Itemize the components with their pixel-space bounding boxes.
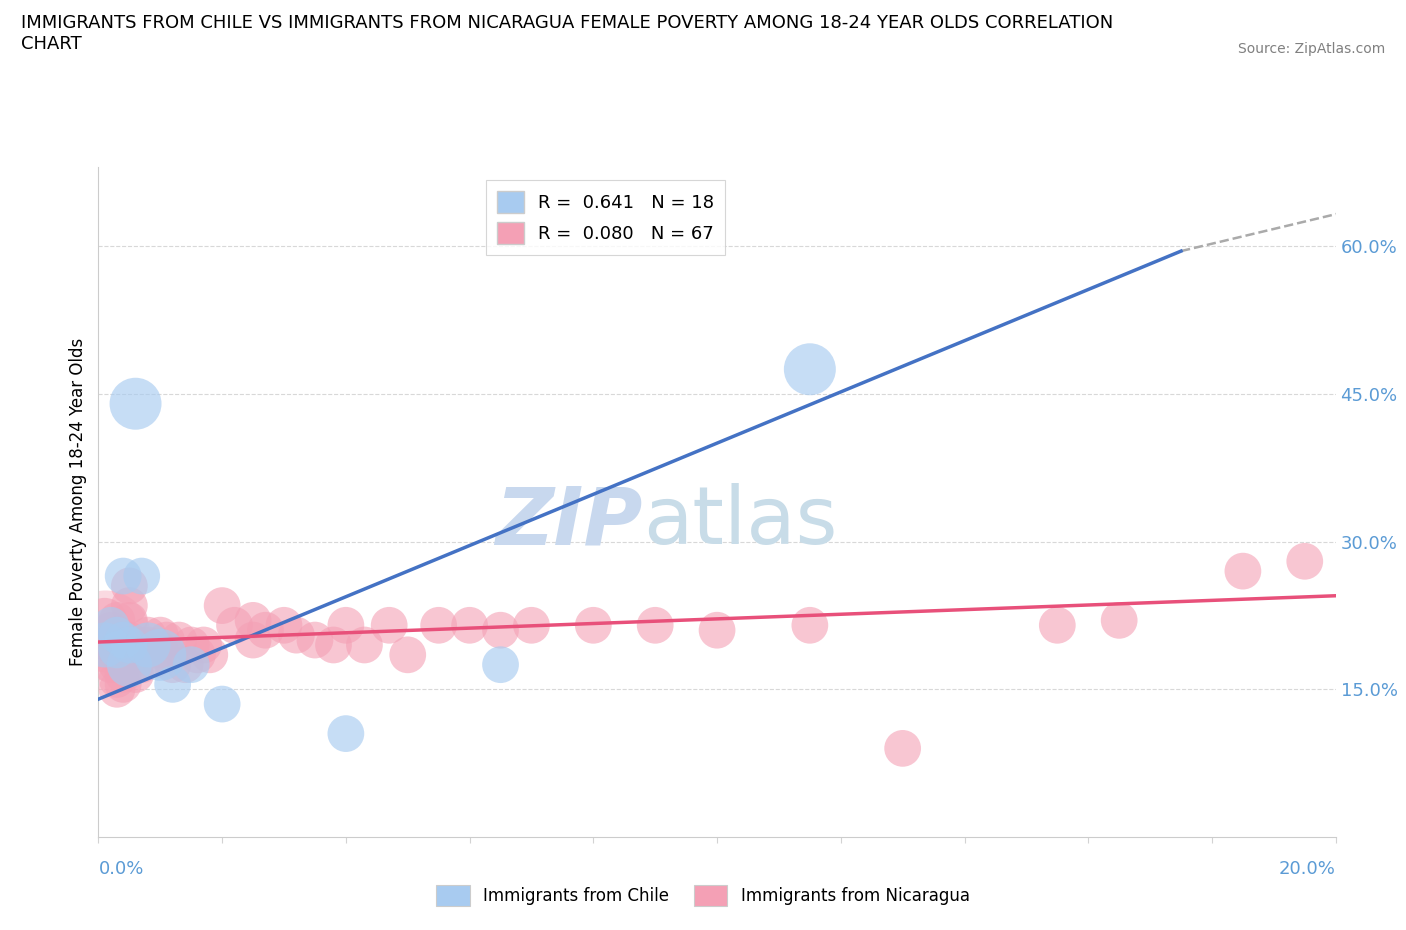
Point [136,638,159,653]
Point [105,643,128,658]
Point [100,618,122,632]
Point [458,618,481,632]
Point [1108,613,1130,628]
Point [93,628,115,643]
Point [124,396,146,411]
Point [118,632,141,647]
Point [149,643,172,658]
Point [112,638,135,653]
Point [118,643,141,658]
Point [131,658,153,672]
Point [112,677,135,692]
Point [105,628,128,643]
Point [136,638,159,653]
Point [124,647,146,662]
Point [353,638,375,653]
Point [335,726,357,741]
Point [100,658,122,672]
Point [167,632,190,647]
Point [242,632,264,647]
Point [93,638,115,653]
Text: Source: ZipAtlas.com: Source: ZipAtlas.com [1237,42,1385,56]
Text: ZIP: ZIP [495,484,643,562]
Point [93,613,115,628]
Point [224,618,246,632]
Point [131,638,153,653]
Text: 20.0%: 20.0% [1279,860,1336,878]
Point [162,677,184,692]
Point [180,638,202,653]
Point [136,628,159,643]
Point [582,618,605,632]
Point [285,628,308,643]
Point [118,638,141,653]
Point [100,623,122,638]
Point [105,682,128,697]
Point [211,598,233,613]
Point [105,647,128,662]
Point [155,632,177,647]
Point [1046,618,1069,632]
Point [131,568,153,583]
Point [105,658,128,672]
Point [242,613,264,628]
Point [644,618,666,632]
Point [335,618,357,632]
Text: 0.0%: 0.0% [98,860,143,878]
Legend: R =  0.641   N = 18, R =  0.080   N = 67: R = 0.641 N = 18, R = 0.080 N = 67 [486,179,725,255]
Text: IMMIGRANTS FROM CHILE VS IMMIGRANTS FROM NICARAGUA FEMALE POVERTY AMONG 18-24 YE: IMMIGRANTS FROM CHILE VS IMMIGRANTS FROM… [21,14,1114,53]
Point [180,658,202,672]
Point [254,623,277,638]
Y-axis label: Female Poverty Among 18-24 Year Olds: Female Poverty Among 18-24 Year Olds [69,339,87,666]
Point [174,658,197,672]
Point [211,697,233,711]
Point [162,658,184,672]
Point [186,647,208,662]
Point [273,618,295,632]
Point [149,628,172,643]
Point [112,667,135,682]
Point [489,623,512,638]
Point [799,618,821,632]
Point [149,647,172,662]
Point [193,638,215,653]
Point [396,647,419,662]
Point [198,647,221,662]
Point [706,623,728,638]
Point [1232,564,1254,578]
Point [105,628,128,643]
Point [105,638,128,653]
Point [112,632,135,647]
Point [891,741,914,756]
Point [112,658,135,672]
Point [322,638,344,653]
Point [118,613,141,628]
Point [489,658,512,672]
Point [520,618,543,632]
Point [378,618,401,632]
Point [112,568,135,583]
Point [155,647,177,662]
Point [105,613,128,628]
Point [1294,554,1316,569]
Point [105,672,128,687]
Point [100,638,122,653]
Point [304,632,326,647]
Point [799,362,821,377]
Point [427,618,450,632]
Point [118,578,141,593]
Point [124,658,146,672]
Point [118,658,141,672]
Text: atlas: atlas [643,484,837,562]
Legend: Immigrants from Chile, Immigrants from Nicaragua: Immigrants from Chile, Immigrants from N… [430,879,976,912]
Point [93,643,115,658]
Point [124,667,146,682]
Point [118,598,141,613]
Point [112,647,135,662]
Point [143,652,166,667]
